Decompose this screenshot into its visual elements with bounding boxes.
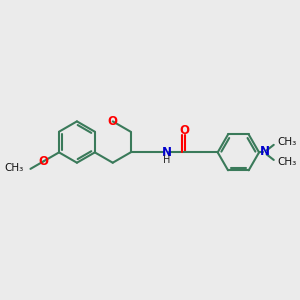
Text: N: N xyxy=(260,146,270,158)
Text: CH₃: CH₃ xyxy=(4,163,23,173)
Text: H: H xyxy=(163,155,170,165)
Text: O: O xyxy=(38,155,49,168)
Text: O: O xyxy=(108,115,118,128)
Text: CH₃: CH₃ xyxy=(278,157,297,167)
Text: CH₃: CH₃ xyxy=(278,137,297,147)
Text: O: O xyxy=(179,124,189,136)
Text: N: N xyxy=(162,146,172,159)
